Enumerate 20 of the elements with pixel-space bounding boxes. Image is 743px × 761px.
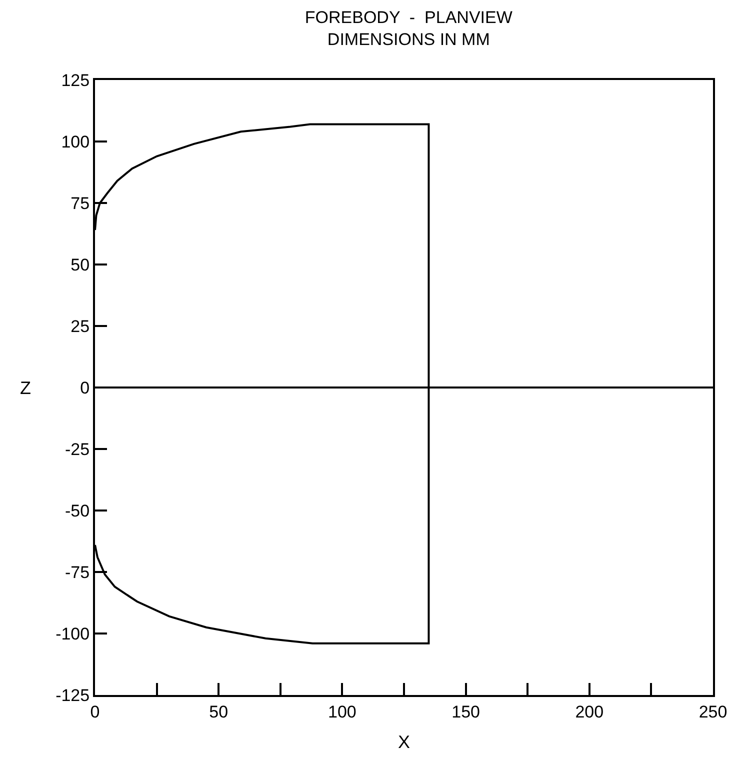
y-tick-label: -75 (65, 562, 90, 582)
y-axis-title: Z (20, 378, 31, 398)
x-axis-title: X (398, 732, 410, 752)
y-tick-label: 75 (70, 194, 90, 213)
x-tick-label: 250 (698, 702, 728, 722)
chart-title: FOREBODY - PLANVIEW (304, 8, 512, 27)
y-tick-label: -125 (56, 686, 90, 705)
x-tick-label: 200 (575, 702, 604, 722)
chart-subtitle: DIMENSIONS IN MM (327, 30, 490, 49)
x-tick-label: 50 (209, 702, 228, 722)
y-tick-label: -25 (65, 440, 90, 459)
x-tick-label: 150 (452, 702, 480, 722)
y-tick-label: 50 (70, 255, 90, 274)
y-tick-label: 125 (61, 70, 90, 90)
y-tick-label: 0 (80, 378, 90, 398)
x-tick-label: 100 (328, 702, 356, 722)
y-tick-label: 100 (61, 132, 90, 152)
y-tick-label: -50 (65, 501, 90, 520)
y-tick-label: 25 (70, 316, 90, 336)
y-tick-label: -100 (56, 624, 90, 644)
